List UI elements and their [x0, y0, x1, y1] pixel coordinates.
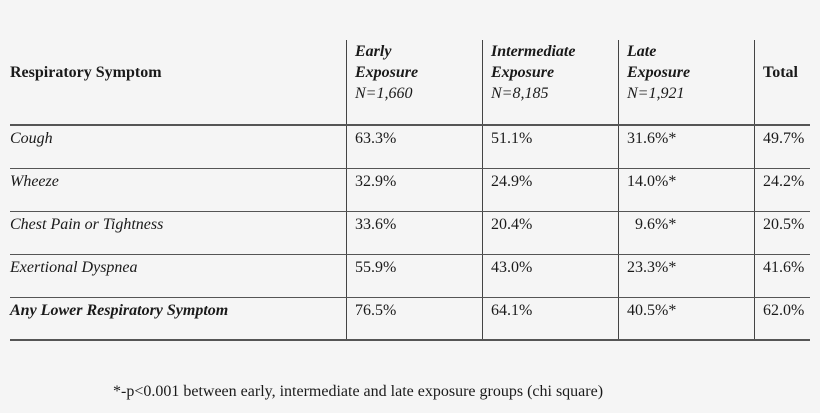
header-intermediate-n: N=8,185 [491, 85, 549, 102]
header-late-line2: Exposure [627, 64, 691, 81]
row-symptom-exertional-dyspnea: Exertional Dyspnea [10, 259, 138, 276]
cell-early: 55.9% [355, 259, 397, 276]
column-divider [482, 40, 483, 340]
cell-early: 33.6% [355, 216, 397, 233]
cell-intermediate: 64.1% [491, 302, 533, 319]
column-divider [618, 40, 619, 340]
row-symptom-wheeze: Wheeze [10, 173, 59, 190]
row-divider [10, 297, 810, 298]
cell-intermediate: 51.1% [491, 130, 533, 147]
cell-late: 14.0%* [627, 173, 677, 190]
cell-total: 62.0% [763, 302, 805, 319]
cell-total: 24.2% [763, 173, 805, 190]
cell-intermediate: 43.0% [491, 259, 533, 276]
header-early-line1: Early [355, 43, 392, 60]
header-late-n: N=1,921 [627, 85, 685, 102]
cell-total: 20.5% [763, 216, 805, 233]
cell-intermediate: 24.9% [491, 173, 533, 190]
row-symptom-any-lower: Any Lower Respiratory Symptom [10, 302, 229, 319]
cell-late: 9.6%* [635, 216, 677, 233]
cell-late: 23.3%* [627, 259, 677, 276]
header-late-exposure: Late Exposure N=1,921 [627, 41, 690, 104]
header-early-line2: Exposure [355, 64, 419, 81]
footnote: *-p<0.001 between early, intermediate an… [113, 383, 604, 400]
row-symptom-chest-pain: Chest Pain or Tightness [10, 216, 164, 233]
row-divider [10, 254, 810, 255]
column-divider [346, 40, 347, 340]
column-divider [754, 40, 755, 340]
cell-intermediate: 20.4% [491, 216, 533, 233]
cell-total: 41.6% [763, 259, 805, 276]
cell-early: 63.3% [355, 130, 397, 147]
header-early-exposure: Early Exposure N=1,660 [355, 41, 418, 104]
table-bottom-border [10, 339, 810, 341]
cell-late: 31.6%* [627, 130, 677, 147]
header-intermediate-exposure: Intermediate Exposure N=8,185 [491, 41, 575, 104]
header-total: Total [763, 64, 798, 81]
cell-late: 40.5%* [627, 302, 677, 319]
header-intermediate-line2: Exposure [491, 64, 555, 81]
row-symptom-cough: Cough [10, 130, 53, 147]
header-respiratory-symptom: Respiratory Symptom [10, 64, 162, 81]
header-intermediate-line1: Intermediate [491, 43, 576, 60]
cell-early: 76.5% [355, 302, 397, 319]
header-divider [10, 124, 810, 126]
row-divider [10, 168, 810, 169]
cell-total: 49.7% [763, 130, 805, 147]
header-late-line1: Late [627, 43, 657, 60]
row-divider [10, 211, 810, 212]
header-early-n: N=1,660 [355, 85, 413, 102]
cell-early: 32.9% [355, 173, 397, 190]
